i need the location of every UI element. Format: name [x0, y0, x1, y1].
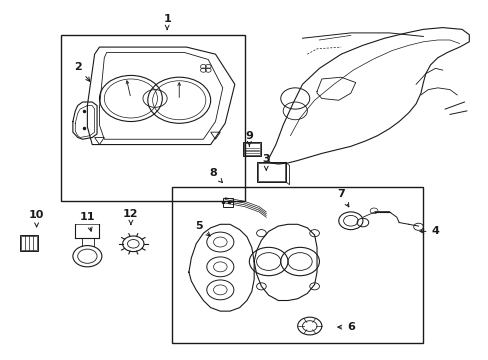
Text: 11: 11	[80, 212, 95, 231]
Text: 2: 2	[74, 62, 90, 81]
Bar	[61, 35, 244, 201]
Bar	[243, 143, 261, 156]
Text: 4: 4	[419, 226, 439, 237]
Bar	[172, 187, 423, 343]
Polygon shape	[188, 224, 254, 311]
Text: 7: 7	[337, 189, 348, 207]
Text: 8: 8	[209, 168, 222, 183]
Bar	[20, 235, 38, 251]
Text: 6: 6	[337, 322, 354, 332]
Polygon shape	[254, 224, 316, 301]
Bar	[223, 198, 233, 207]
Text: 3: 3	[262, 154, 269, 170]
Text: 5: 5	[194, 221, 210, 236]
Bar	[257, 163, 284, 181]
Bar	[21, 236, 37, 250]
Text: 12: 12	[123, 209, 139, 224]
Text: 1: 1	[163, 14, 171, 30]
Bar	[256, 162, 285, 182]
Text: 9: 9	[245, 131, 253, 146]
Bar	[244, 144, 260, 155]
Text: 10: 10	[29, 211, 44, 227]
